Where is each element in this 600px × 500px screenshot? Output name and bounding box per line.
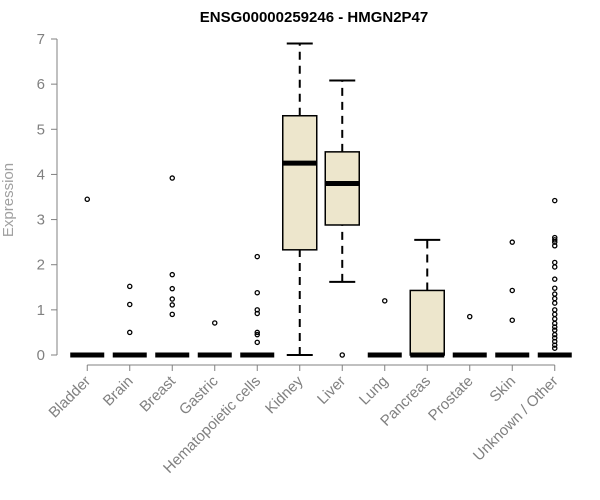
box-0 (70, 196, 105, 358)
y-tick-label: 4 (37, 166, 45, 183)
outlier-point (381, 298, 388, 304)
outlier-point (552, 243, 558, 249)
box-1 (112, 283, 147, 358)
y-axis-label: Expression (0, 163, 17, 237)
x-tick-label: Bladder (45, 373, 94, 422)
outlier-point (552, 345, 558, 351)
x-tick-label: Lung (356, 373, 392, 409)
outlier-point (552, 285, 558, 291)
outlier-point (552, 259, 558, 266)
outlier-point (169, 302, 175, 308)
outlier-point (127, 301, 133, 308)
y-tick-label: 2 (37, 257, 45, 274)
outlier-point (552, 342, 558, 348)
box-3 (197, 320, 232, 358)
outlier-point (254, 310, 260, 317)
y-tick-label: 3 (37, 212, 45, 229)
outlier-point (552, 264, 558, 270)
outlier-point (254, 339, 260, 346)
box-11 (537, 197, 572, 358)
outlier-point (254, 289, 260, 296)
outlier-point (552, 295, 558, 302)
box-5 (282, 42, 318, 356)
outlier-point (254, 331, 260, 338)
box-8 (409, 238, 445, 358)
outlier-point (127, 283, 133, 290)
y-tick-label: 0 (37, 347, 45, 364)
outlier-point (169, 175, 175, 181)
outlier-point (552, 197, 558, 204)
x-tick-label: Kidney (262, 372, 307, 417)
box-9 (452, 313, 487, 358)
box-7 (367, 298, 402, 358)
outlier-point (254, 329, 260, 336)
outlier-point (169, 285, 175, 292)
outlier-point (552, 311, 558, 318)
outlier-point (509, 287, 515, 294)
box-6 (324, 79, 360, 358)
x-tick-label: Prostate (425, 373, 477, 425)
y-tick-label: 5 (37, 121, 45, 138)
box-4 (240, 253, 275, 358)
plot-area (70, 42, 572, 358)
x-tick-label: Skin (486, 373, 519, 406)
box-iqr (324, 151, 360, 226)
outlier-point (84, 196, 91, 203)
outlier-point (552, 331, 558, 338)
outlier-point (466, 313, 473, 320)
outlier-point (169, 296, 175, 302)
outlier-point (169, 271, 175, 278)
x-tick-label: Brain (100, 373, 137, 410)
box-iqr (282, 114, 318, 251)
outlier-point (552, 307, 558, 313)
outlier-point (509, 317, 515, 323)
x-tick-label: Breast (136, 372, 179, 415)
outlier-point (509, 239, 515, 245)
outlier-point (169, 311, 175, 318)
y-tick-label: 1 (37, 302, 45, 319)
y-axis: 0 1 2 3 4 5 6 7 (37, 31, 58, 364)
outlier-point (552, 291, 558, 297)
outlier-point (552, 276, 558, 282)
y-tick-label: 6 (37, 76, 45, 93)
outlier-point (552, 300, 558, 306)
outlier-point (552, 237, 558, 243)
box-2 (155, 175, 190, 358)
y-tick-label: 7 (37, 31, 45, 48)
outlier-point (552, 324, 558, 330)
x-tick-label: Liver (314, 373, 349, 408)
box-iqr (409, 289, 445, 356)
outlier-point (552, 316, 558, 322)
outlier-point (211, 320, 218, 326)
outlier-point (552, 327, 558, 333)
outlier-point (339, 352, 345, 358)
outlier-point (127, 329, 133, 336)
box-10 (495, 239, 530, 358)
chart-title: ENSG00000259246 - HMGN2P47 (200, 9, 428, 26)
outlier-point (254, 253, 260, 260)
